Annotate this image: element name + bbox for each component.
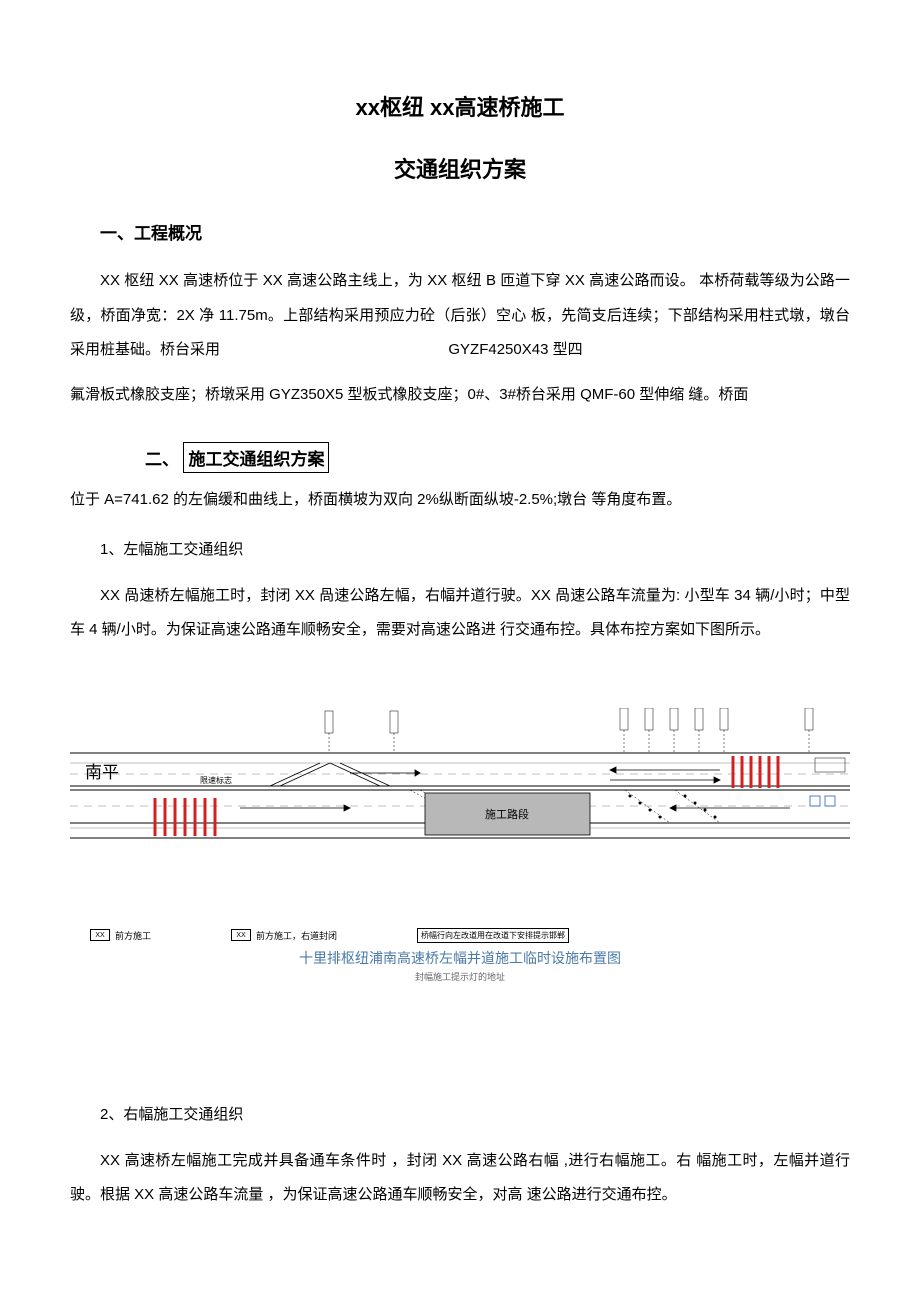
section2-sub1-heading: 1、左幅施工交通组织 [100,538,850,559]
svg-text:限速标志: 限速标志 [200,775,232,785]
diagram-svg: 南平 限速标志 施工路段 [70,708,850,908]
legend-box-1: XX [90,929,110,941]
section2-prefix: 二、 [145,450,179,469]
title-main: xx枢纽 xx高速桥施工 [70,90,850,122]
section1-paragraph1: XX 枢纽 XX 高速桥位于 XX 高速公路主线上，为 XX 枢纽 B 匝道下穿… [70,264,850,368]
section1-paragraph2: 氟滑板式橡胶支座；桥墩采用 GYZ350X5 型板式橡胶支座；0#、3#桥台采用… [70,378,850,413]
diagram-subcaption: 封幅施工提示灯的地址 [70,970,850,983]
section1-heading: 一、工程概况 [100,219,850,244]
svg-text:施工路段: 施工路段 [485,807,529,821]
svg-text:南平: 南平 [85,763,119,782]
legend-item-2: XX 前方施工，右道封闭 [231,928,337,943]
section2-sub2-heading: 2、右幅施工交通组织 [100,1103,850,1124]
section1-p1-right: GYZF4250X43 型四 [448,341,582,358]
legend-box-3: 桥幅行向左改道用在改道下安排提示邯郸 [417,928,569,943]
legend-item-3: 桥幅行向左改道用在改道下安排提示邯郸 [417,928,569,943]
section2-sub1-paragraph: XX 咼速桥左幅施工时，封闭 XX 咼速公路左幅，右幅并道行驶。XX 咼速公路车… [70,579,850,648]
traffic-diagram: 南平 限速标志 施工路段 [70,708,850,983]
section2-paragraph1: 位于 A=741.62 的左偏缓和曲线上，桥面横坡为双向 2%纵断面纵坡-2.5… [70,483,850,518]
section2-boxed: 施工交通组织方案 [183,442,329,473]
legend-item-1: XX 前方施工 [90,928,151,943]
title-sub: 交通组织方案 [70,152,850,184]
diagram-caption: 十里排枢纽浦南高速桥左幅并道施工临时设施布置图 [70,948,850,968]
diagram-legend-row: XX 前方施工 XX 前方施工，右道封闭 桥幅行向左改道用在改道下安排提示邯郸 [90,928,850,943]
section2-sub2-paragraph: XX 高速桥左幅施工完成并具备通车条件时 ，封闭 XX 高速公路右幅 ,进行右幅… [70,1144,850,1213]
legend-text-2: 前方施工，右道封闭 [256,929,337,942]
legend-box-2: XX [231,929,251,941]
legend-text-1: 前方施工 [115,929,151,942]
section2-heading-container: 二、 施工交通组织方案 [145,442,850,473]
